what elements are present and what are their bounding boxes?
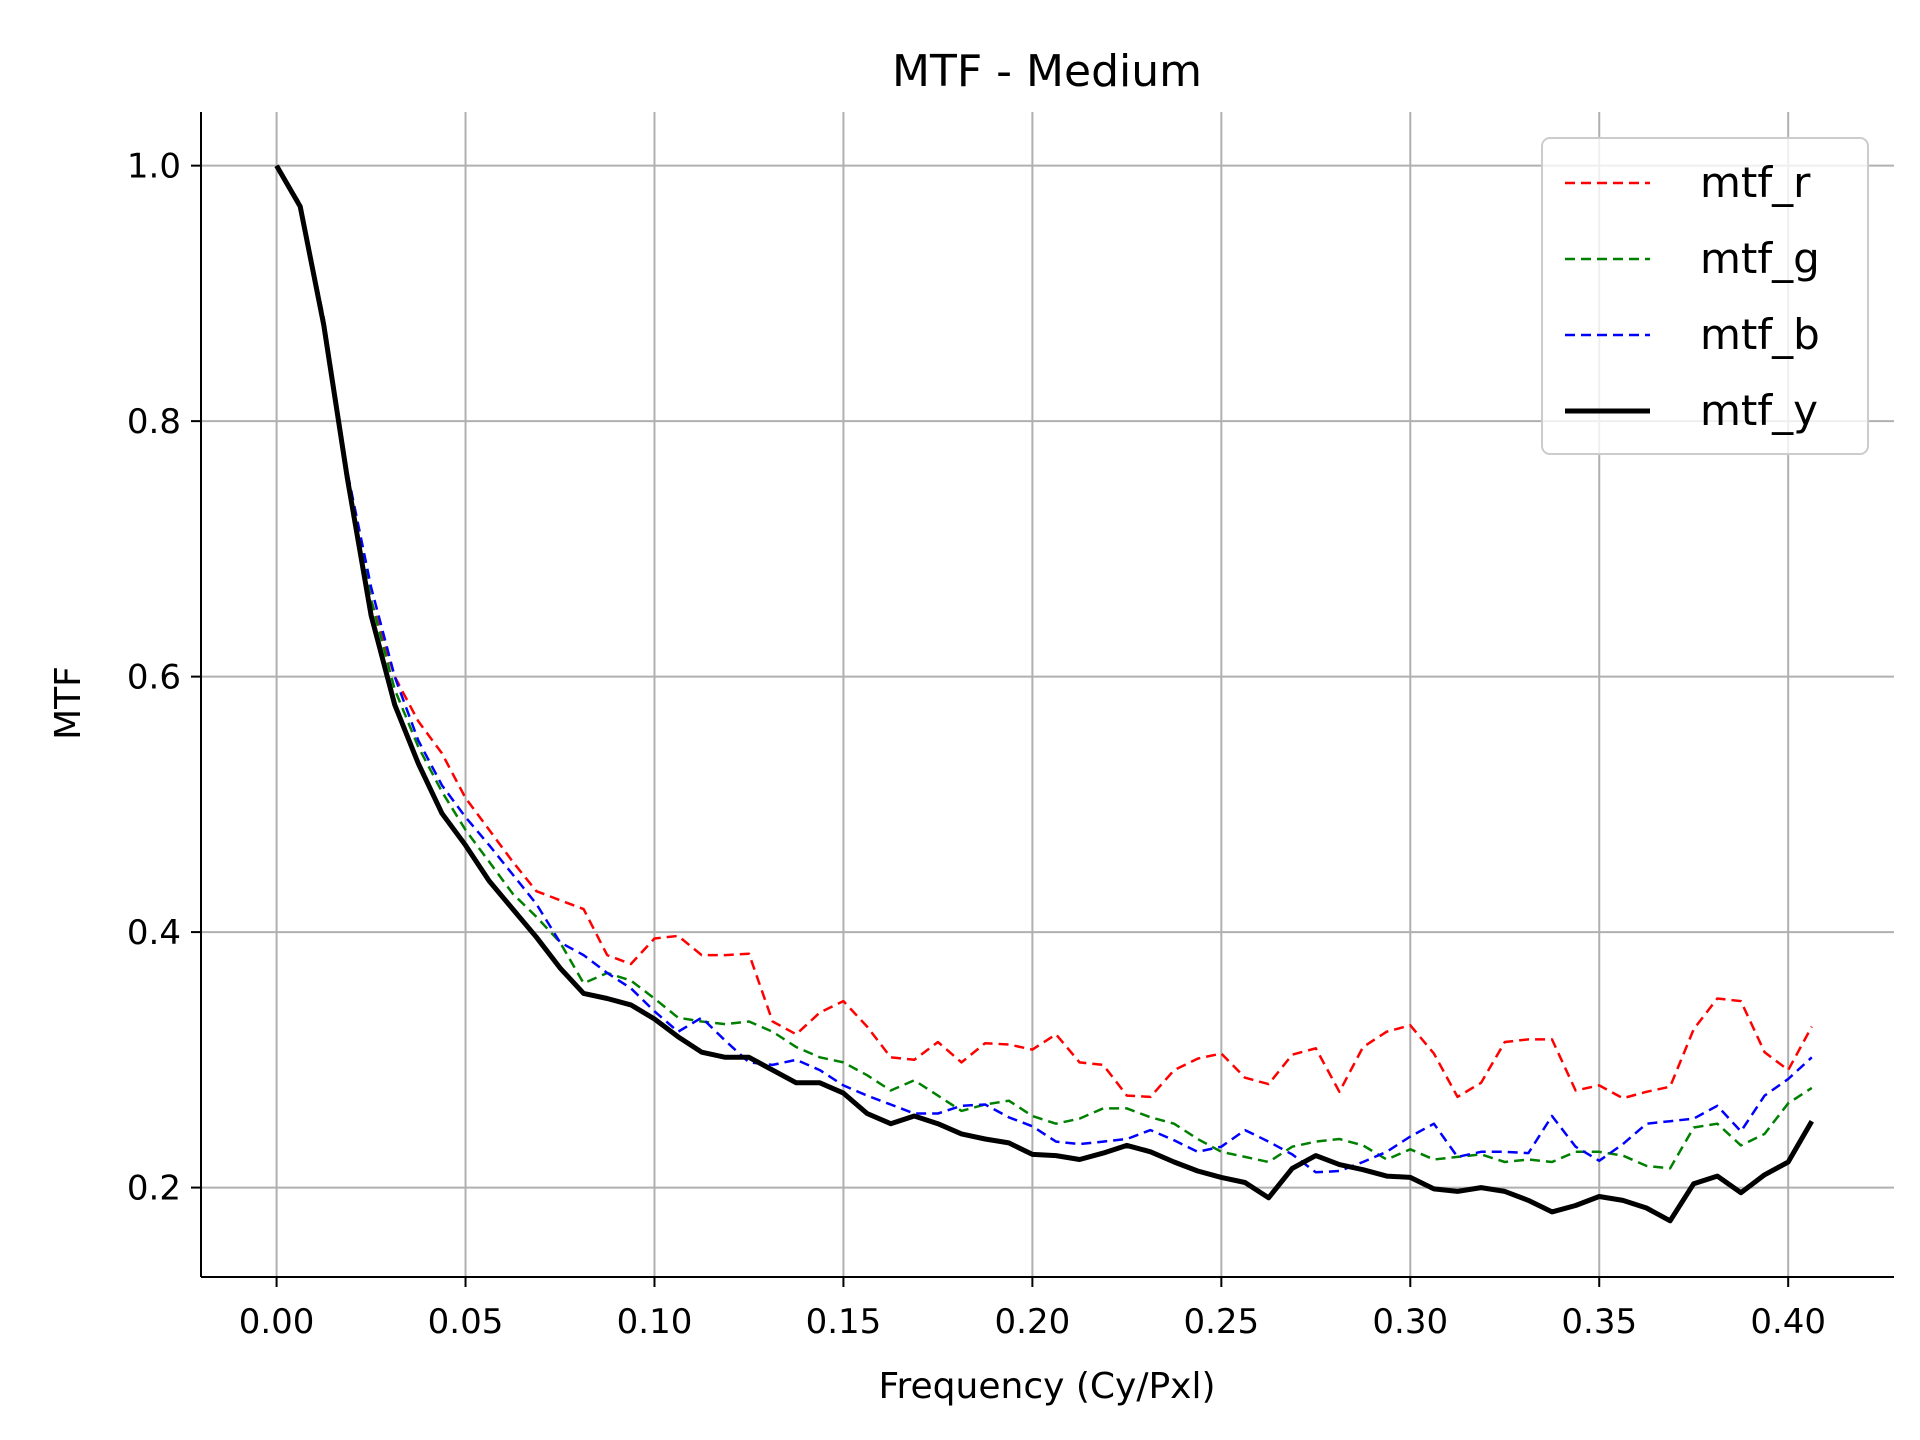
- axes: [200, 112, 1894, 1278]
- series-line-mtf-r: [275, 165, 1813, 1100]
- x-tick-label: 0.15: [806, 1302, 882, 1342]
- legend-frame: [1541, 137, 1869, 455]
- x-tick-label: 0.25: [1183, 1302, 1259, 1342]
- x-tick-label: 0.40: [1750, 1302, 1826, 1342]
- axis-ticks: 0.00 0.05 0.10 0.15 0.20 0.25 0.30 0.35 0.40 0.2 0…: [127, 147, 1826, 1342]
- legend-label: mtf_b: [1700, 310, 1820, 359]
- series-line-mtf-g: [275, 165, 1813, 1170]
- chart-title: MTF - Medium: [892, 46, 1202, 97]
- y-tick-label: 0.6: [127, 658, 181, 698]
- x-tick-label: 0.20: [995, 1302, 1071, 1342]
- y-tick-label: 1.0: [127, 147, 181, 187]
- x-tick-label: 0.10: [617, 1302, 693, 1342]
- legend-label: mtf_y: [1700, 386, 1818, 435]
- plot-series: [274, 164, 1814, 1224]
- legend-label: mtf_g: [1700, 234, 1820, 283]
- y-axis-label: MTF: [48, 666, 89, 740]
- y-tick-label: 0.4: [127, 913, 181, 953]
- series-line-mtf-b: [275, 165, 1813, 1174]
- x-tick-label: 0.00: [239, 1302, 315, 1342]
- legend: mtf_r mtf_g mtf_b mtf_y: [1541, 137, 1869, 455]
- x-tick-label: 0.35: [1561, 1302, 1637, 1342]
- x-tick-label: 0.30: [1372, 1302, 1448, 1342]
- x-axis-label: Frequency (Cy/Pxl): [878, 1366, 1215, 1407]
- y-tick-label: 0.2: [127, 1169, 181, 1209]
- series-line-mtf-y: [274, 164, 1814, 1224]
- y-tick-label: 0.8: [127, 402, 181, 442]
- legend-label: mtf_r: [1700, 158, 1811, 207]
- x-tick-label: 0.05: [428, 1302, 504, 1342]
